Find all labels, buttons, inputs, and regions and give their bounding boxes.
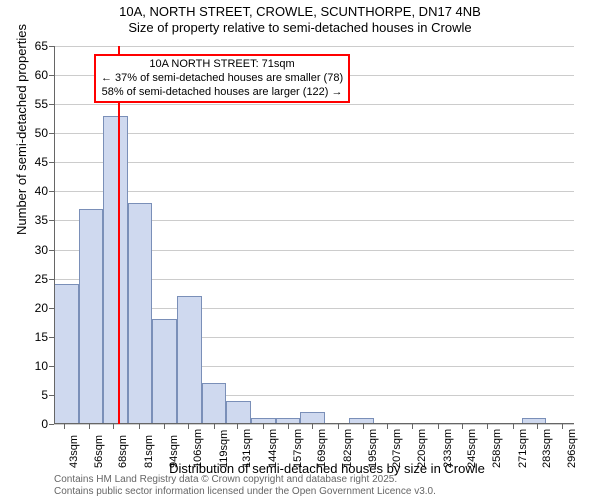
gridline: [54, 104, 574, 105]
histogram-bar: [177, 296, 202, 424]
gridline: [54, 424, 574, 425]
footer-line-1: Contains HM Land Registry data © Crown c…: [54, 474, 436, 486]
annotation-line-3: 58% of semi-detached houses are larger (…: [101, 86, 343, 100]
histogram-bar: [226, 401, 251, 424]
x-axis-line: [54, 423, 574, 424]
annotation-box: 10A NORTH STREET: 71sqm← 37% of semi-det…: [94, 54, 350, 103]
x-tick-mark: [188, 424, 189, 429]
x-tick-mark: [164, 424, 165, 429]
x-tick-mark: [89, 424, 90, 429]
footer-attribution: Contains HM Land Registry data © Crown c…: [54, 474, 436, 498]
gridline: [54, 191, 574, 192]
x-tick-mark: [438, 424, 439, 429]
x-tick-mark: [387, 424, 388, 429]
y-tick-label: 10: [18, 359, 48, 373]
x-tick-mark: [139, 424, 140, 429]
histogram-bar: [54, 284, 79, 424]
x-tick-mark: [462, 424, 463, 429]
gridline: [54, 133, 574, 134]
x-tick-mark: [64, 424, 65, 429]
x-tick-mark: [288, 424, 289, 429]
annotation-line-2: ← 37% of semi-detached houses are smalle…: [101, 72, 343, 86]
y-tick-label: 25: [18, 272, 48, 286]
title-line-1: 10A, NORTH STREET, CROWLE, SCUNTHORPE, D…: [0, 4, 600, 19]
gridline: [54, 162, 574, 163]
x-tick-mark: [338, 424, 339, 429]
x-tick-mark: [113, 424, 114, 429]
x-tick-mark: [562, 424, 563, 429]
plot-inner: 0510152025303540455055606543sqm56sqm68sq…: [54, 46, 574, 424]
x-tick-mark: [263, 424, 264, 429]
y-tick-mark: [49, 424, 54, 425]
chart-title-block: 10A, NORTH STREET, CROWLE, SCUNTHORPE, D…: [0, 0, 600, 35]
histogram-bar: [79, 209, 104, 424]
histogram-bar: [103, 116, 128, 424]
x-tick-mark: [363, 424, 364, 429]
y-axis-label: Number of semi-detached properties: [14, 24, 29, 235]
histogram-bar: [128, 203, 153, 424]
y-tick-label: 20: [18, 301, 48, 315]
histogram-bar: [152, 319, 177, 424]
x-tick-mark: [537, 424, 538, 429]
x-tick-mark: [237, 424, 238, 429]
x-tick-mark: [487, 424, 488, 429]
y-tick-label: 15: [18, 330, 48, 344]
footer-line-2: Contains public sector information licen…: [54, 486, 436, 498]
annotation-line-1: 10A NORTH STREET: 71sqm: [101, 58, 343, 72]
y-tick-label: 0: [18, 417, 48, 431]
x-tick-mark: [513, 424, 514, 429]
y-axis-line: [54, 46, 55, 424]
title-line-2: Size of property relative to semi-detach…: [0, 20, 600, 35]
x-tick-mark: [312, 424, 313, 429]
y-tick-label: 30: [18, 243, 48, 257]
histogram-bar: [202, 383, 227, 424]
plot-area: 0510152025303540455055606543sqm56sqm68sq…: [54, 46, 574, 424]
gridline: [54, 46, 574, 47]
x-tick-mark: [214, 424, 215, 429]
x-tick-mark: [412, 424, 413, 429]
y-tick-label: 5: [18, 388, 48, 402]
